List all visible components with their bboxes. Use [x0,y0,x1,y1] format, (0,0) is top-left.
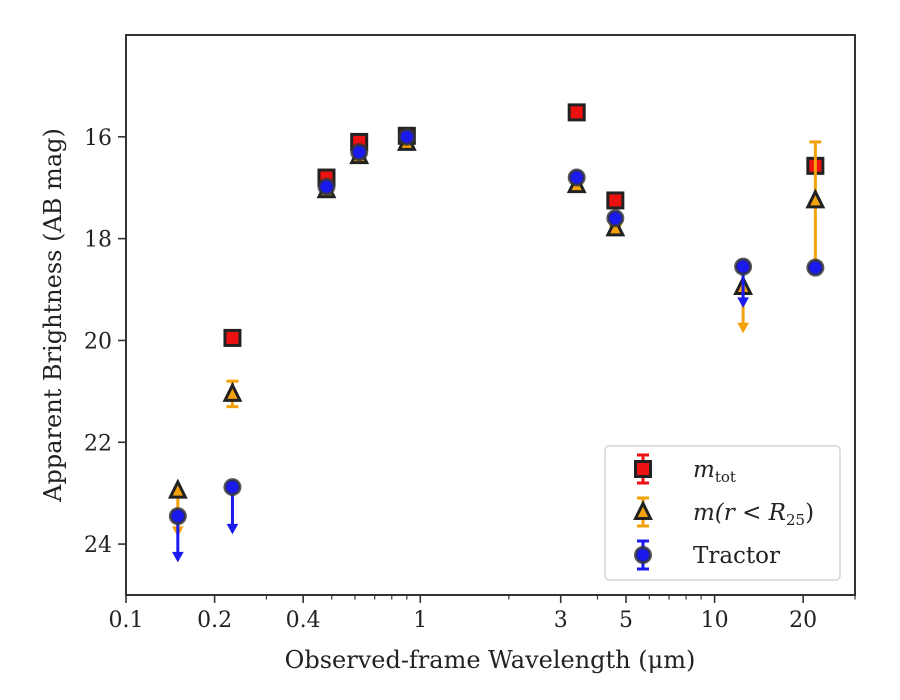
data-point-triangle [805,188,826,209]
data-point-circle [223,478,242,497]
y-axis-label: Apparent Brightness (AB mag) [39,128,67,503]
x-tick-label: 3 [554,608,568,633]
legend-marker-triangle [633,500,653,520]
y-tick-label: 24 [84,533,112,558]
legend-label: mtot [693,457,736,486]
data-point-circle [168,507,187,526]
x-tick-label: 0.1 [109,608,144,633]
data-point-triangle [605,216,626,237]
y-tick-label: 18 [84,228,112,253]
y-tick-label: 20 [84,329,112,354]
legend-label: m(r < R25) [693,500,814,529]
data-point-circle [567,168,586,187]
legend-label: Tractor [693,543,780,569]
data-point-circle [317,177,336,196]
series-layer [167,103,826,563]
x-tick-label: 10 [701,608,729,633]
x-tick-label: 5 [619,608,633,633]
legend-marker-square [634,460,652,478]
x-axis-label: Observed-frame Wavelength (μm) [285,646,696,674]
x-tick-label: 0.2 [197,608,232,633]
data-point-triangle [222,381,243,402]
axis-ticks: 0.1 0.2 0.4 1 3 5 10 20 16 18 20 22 24 [84,126,856,633]
data-point-circle [397,127,416,146]
legend-box [604,445,841,581]
data-point-circle [350,143,369,162]
data-point-square [606,191,625,210]
data-point-square [223,328,242,347]
data-point-circle [606,209,625,228]
data-point-triangle [167,478,188,499]
data-point-circle [734,257,753,276]
data-point-square [567,103,586,122]
x-tick-label: 0.4 [286,608,321,633]
legend: mtot m(r < R25) Tractor [604,445,841,581]
upper-limit-arrowhead [171,551,184,563]
upper-limit-arrowhead [226,523,239,535]
upper-limit-arrowhead [737,297,749,308]
x-tick-label: 20 [789,608,817,633]
y-tick-label: 16 [84,126,112,151]
y-tick-label: 22 [84,431,112,456]
data-point-circle [806,258,825,277]
legend-marker-circle [634,546,652,564]
series-circle [168,127,825,563]
x-tick-label: 1 [413,608,427,633]
upper-limit-arrowhead [737,322,749,334]
